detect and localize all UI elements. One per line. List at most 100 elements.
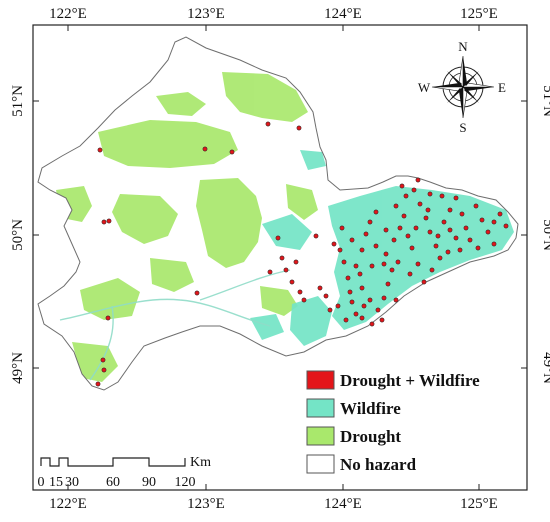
drought-wildfire-point bbox=[407, 271, 413, 277]
legend: Drought + Wildfire Wildfire Drought No h… bbox=[306, 370, 480, 474]
scale-tick-15: 15 bbox=[49, 475, 63, 490]
drought-wildfire-point bbox=[397, 225, 403, 231]
latitude-tick-marks bbox=[33, 100, 527, 369]
lon-label-top-125: 125°E bbox=[460, 6, 498, 22]
drought-wildfire-point bbox=[293, 259, 299, 265]
drought-wildfire-point bbox=[339, 225, 345, 231]
drought-wildfire-point bbox=[359, 315, 365, 321]
drought-wildfire-point bbox=[453, 195, 459, 201]
drought-wildfire-point bbox=[417, 201, 423, 207]
drought-wildfire-point bbox=[100, 357, 106, 363]
lat-label-left-51: 51°N bbox=[10, 85, 26, 117]
drought-wildfire-point bbox=[363, 231, 369, 237]
scale-tick-60: 60 bbox=[106, 475, 120, 490]
drought-wildfire-points bbox=[95, 121, 509, 387]
drought-wildfire-point bbox=[447, 207, 453, 213]
drought-wildfire-point bbox=[491, 219, 497, 225]
drought-wildfire-point bbox=[389, 267, 395, 273]
drought-wildfire-point bbox=[296, 125, 302, 131]
legend-swatch-wildfire bbox=[306, 398, 335, 418]
legend-label-drought: Drought bbox=[340, 427, 401, 446]
drought-wildfire-point bbox=[479, 217, 485, 223]
drought-wildfire-point bbox=[453, 235, 459, 241]
drought-wildfire-point bbox=[101, 219, 107, 225]
legend-swatch-no-hazard bbox=[306, 454, 335, 474]
drought-wildfire-point bbox=[323, 293, 329, 299]
drought-wildfire-point bbox=[391, 237, 397, 243]
drought-wildfire-point bbox=[403, 193, 409, 199]
drought-wildfire-point bbox=[437, 255, 443, 261]
drought-wildfire-point bbox=[415, 177, 421, 183]
drought-wildfire-point bbox=[267, 269, 273, 275]
lat-label-left-49: 49°N bbox=[10, 352, 26, 384]
lon-label-top-122: 122°E bbox=[49, 6, 87, 22]
drought-wildfire-point bbox=[337, 247, 343, 253]
drought-wildfire-point bbox=[202, 146, 208, 152]
lon-label-bottom-123: 123°E bbox=[187, 496, 225, 512]
drought-wildfire-point bbox=[335, 303, 341, 309]
drought-wildfire-point bbox=[353, 311, 359, 317]
longitude-tick-marks bbox=[67, 25, 480, 490]
drought-wildfire-point bbox=[369, 263, 375, 269]
lon-label-top-123: 123°E bbox=[187, 6, 225, 22]
legend-swatch-drought-wildfire bbox=[306, 370, 335, 390]
drought-wildfire-point bbox=[427, 229, 433, 235]
drought-wildfire-point bbox=[459, 211, 465, 217]
drought-wildfire-point bbox=[435, 233, 441, 239]
drought-wildfire-point bbox=[491, 241, 497, 247]
drought-wildfire-point bbox=[357, 271, 363, 277]
compass-west-label: W bbox=[418, 80, 431, 95]
drought-wildfire-point bbox=[317, 285, 323, 291]
lat-label-right-49: 49°N bbox=[540, 352, 550, 384]
drought-wildfire-point bbox=[485, 229, 491, 235]
drought-wildfire-point bbox=[467, 237, 473, 243]
drought-wildfire-point bbox=[395, 259, 401, 265]
drought-wildfire-point bbox=[497, 211, 503, 217]
drought-wildfire-point bbox=[427, 191, 433, 197]
scale-unit-label: Km bbox=[190, 455, 211, 470]
legend-swatch-drought bbox=[306, 426, 335, 446]
scale-tick-0: 0 bbox=[38, 475, 45, 490]
drought-wildfire-point bbox=[409, 245, 415, 251]
drought-wildfire-point bbox=[359, 247, 365, 253]
drought-wildfire-point bbox=[367, 219, 373, 225]
drought-wildfire-point bbox=[393, 203, 399, 209]
wildfire-zones bbox=[250, 150, 514, 346]
drought-wildfire-point bbox=[473, 203, 479, 209]
drought-wildfire-point bbox=[349, 299, 355, 305]
drought-wildfire-point bbox=[421, 279, 427, 285]
lat-label-right-50: 50°N bbox=[540, 219, 550, 251]
drought-wildfire-point bbox=[379, 317, 385, 323]
drought-wildfire-point bbox=[289, 279, 295, 285]
drought-wildfire-point bbox=[359, 285, 365, 291]
drought-wildfire-point bbox=[463, 225, 469, 231]
drought-wildfire-point bbox=[423, 215, 429, 221]
drought-wildfire-point bbox=[331, 241, 337, 247]
drought-wildfire-point bbox=[381, 295, 387, 301]
drought-wildfire-point bbox=[425, 207, 431, 213]
lon-label-bottom-122: 122°E bbox=[49, 496, 87, 512]
legend-label-wildfire: Wildfire bbox=[340, 399, 401, 418]
lon-label-bottom-125: 125°E bbox=[460, 496, 498, 512]
drought-wildfire-point bbox=[433, 243, 439, 249]
drought-wildfire-point bbox=[429, 267, 435, 273]
drought-wildfire-point bbox=[445, 249, 451, 255]
drought-wildfire-point bbox=[375, 307, 381, 313]
drought-wildfire-point bbox=[447, 227, 453, 233]
drought-wildfire-point bbox=[383, 251, 389, 257]
drought-wildfire-point bbox=[327, 307, 333, 313]
drought-wildfire-point bbox=[349, 237, 355, 243]
lat-label-left-50: 50°N bbox=[10, 219, 26, 251]
lon-label-top-124: 124°E bbox=[324, 6, 362, 22]
compass-east-label: E bbox=[498, 80, 506, 95]
drought-wildfire-point bbox=[194, 290, 200, 296]
drought-wildfire-point bbox=[475, 245, 481, 251]
drought-wildfire-point bbox=[415, 261, 421, 267]
scale-tick-90: 90 bbox=[142, 475, 156, 490]
drought-wildfire-point bbox=[283, 267, 289, 273]
legend-label-drought-wildfire: Drought + Wildfire bbox=[340, 371, 480, 390]
river-lines bbox=[59, 269, 291, 381]
drought-wildfire-point bbox=[385, 281, 391, 287]
drought-wildfire-point bbox=[405, 233, 411, 239]
